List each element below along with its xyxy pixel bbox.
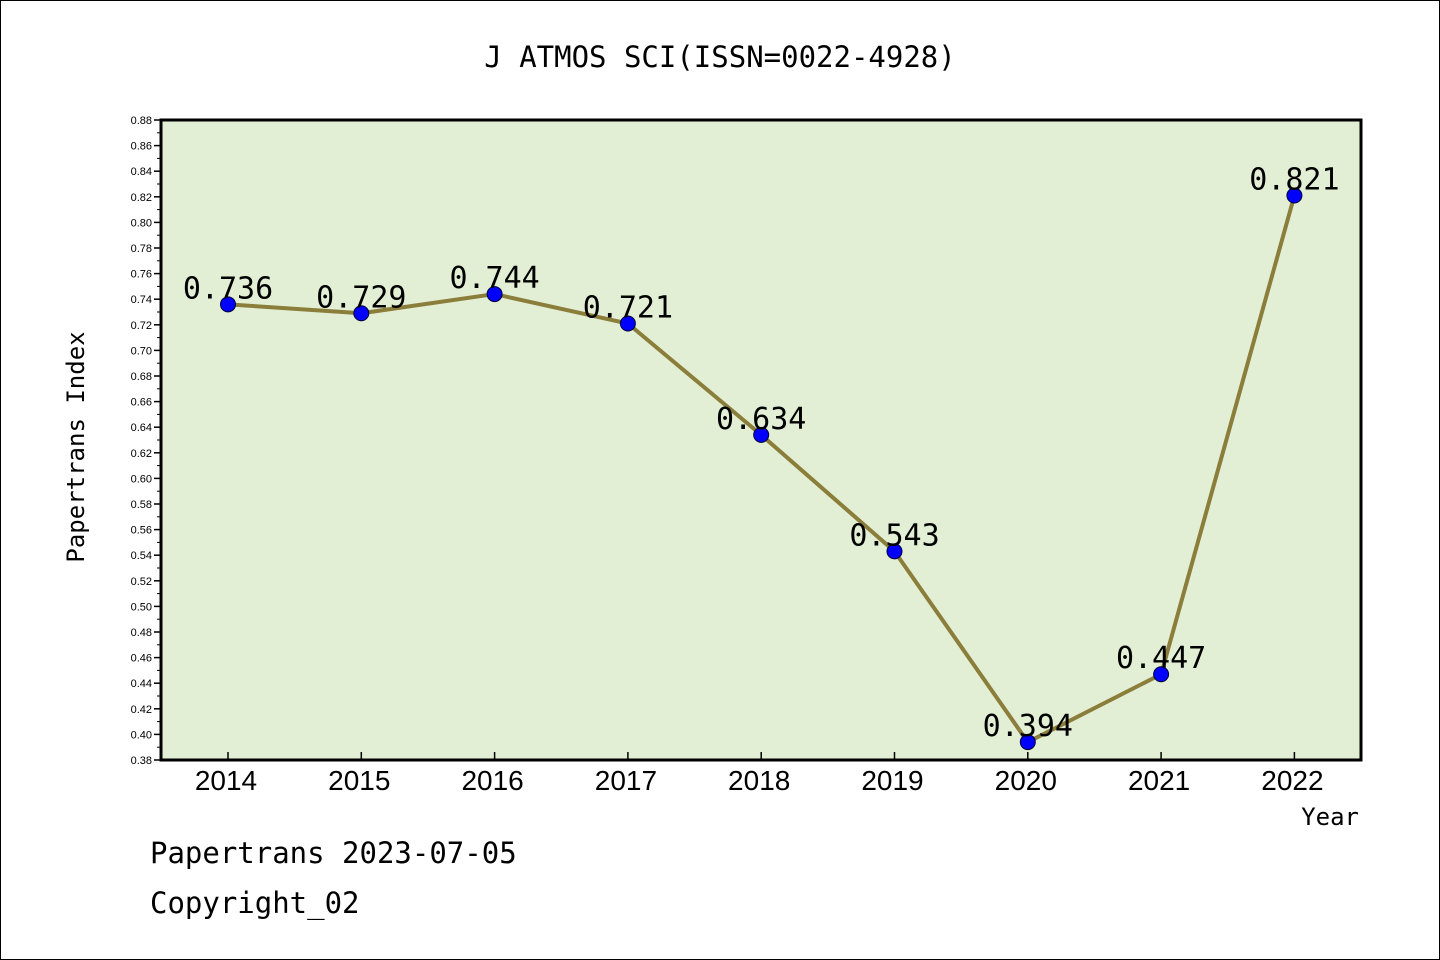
y-tick-label: 0.50: [131, 601, 152, 613]
y-tick-label: 0.44: [131, 678, 152, 690]
x-tick-label: 2019: [861, 765, 923, 796]
data-points: [220, 187, 1303, 751]
data-point: [1286, 187, 1303, 204]
x-tick-label: 2021: [1128, 765, 1190, 796]
y-axis: 0.38 0.40 0.42 0.44 0.46 0.48 0.50 0.52 0.54 0.56…: [131, 115, 161, 767]
y-tick-label: 0.58: [131, 499, 152, 511]
y-tick-label: 0.82: [131, 192, 152, 204]
data-point: [1153, 666, 1170, 683]
data-label: 0.447: [1116, 641, 1206, 676]
y-tick-label: 0.88: [131, 115, 152, 127]
y-axis-label: Papertrans Index: [62, 331, 90, 562]
y-tick-label: 0.80: [131, 217, 152, 229]
y-tick-label: 0.76: [131, 269, 152, 281]
y-tick-label: 0.60: [131, 473, 152, 485]
y-tick-label: 0.48: [131, 627, 152, 639]
y-tick-label: 0.62: [131, 448, 152, 460]
data-point: [220, 296, 236, 313]
data-point: [486, 286, 503, 303]
chart-title: J ATMOS SCI(ISSN=0022-4928): [484, 40, 955, 74]
x-tick-label: 2016: [461, 765, 523, 796]
x-tick-label: 2018: [728, 765, 790, 796]
data-point: [1019, 734, 1036, 751]
x-tick-label: 2014: [195, 765, 257, 796]
data-label: 0.634: [716, 402, 806, 437]
data-label: 0.543: [849, 518, 939, 553]
footer-copyright: Copyright_02: [150, 886, 360, 920]
data-label: 0.736: [183, 271, 273, 306]
y-tick-label: 0.70: [131, 345, 152, 357]
y-tick-label: 0.42: [131, 704, 152, 716]
y-tick-label: 0.86: [131, 141, 152, 153]
y-tick-label: 0.56: [131, 525, 152, 537]
x-tick-label: 2022: [1261, 765, 1323, 796]
y-tick-label: 0.46: [131, 653, 152, 665]
data-label: 0.744: [449, 261, 539, 296]
data-point: [619, 315, 636, 332]
data-point: [353, 305, 370, 322]
y-tick-label: 0.52: [131, 576, 152, 588]
y-tick-label: 0.38: [131, 755, 152, 767]
y-tick-label: 0.68: [131, 371, 152, 383]
x-axis: 2014 2015 2016 2017 2018 2019 2020 2021 2022: [195, 752, 1324, 796]
data-label: 0.821: [1249, 163, 1339, 198]
y-tick-label: 0.64: [131, 422, 152, 434]
y-tick-label: 0.72: [131, 320, 152, 332]
data-point: [886, 543, 903, 560]
footer-date: Papertrans 2023-07-05: [150, 836, 517, 870]
data-label: 0.394: [983, 709, 1073, 744]
y-tick-label: 0.84: [131, 166, 152, 178]
x-tick-label: 2015: [328, 765, 390, 796]
data-label: 0.729: [316, 280, 406, 315]
data-label: 0.721: [583, 291, 673, 326]
y-tick-label: 0.40: [131, 729, 152, 741]
x-tick-label: 2017: [595, 765, 657, 796]
y-tick-label: 0.74: [131, 294, 152, 306]
y-tick-label: 0.54: [131, 550, 152, 562]
y-tick-label: 0.66: [131, 397, 152, 409]
x-tick-label: 2020: [995, 765, 1057, 796]
x-axis-label: Year: [1301, 803, 1359, 831]
data-labels: 0.736 0.729 0.744 0.721 0.634 0.543 0.394 0.447…: [183, 163, 1340, 745]
y-tick-label: 0.78: [131, 243, 152, 255]
data-point: [753, 426, 770, 443]
